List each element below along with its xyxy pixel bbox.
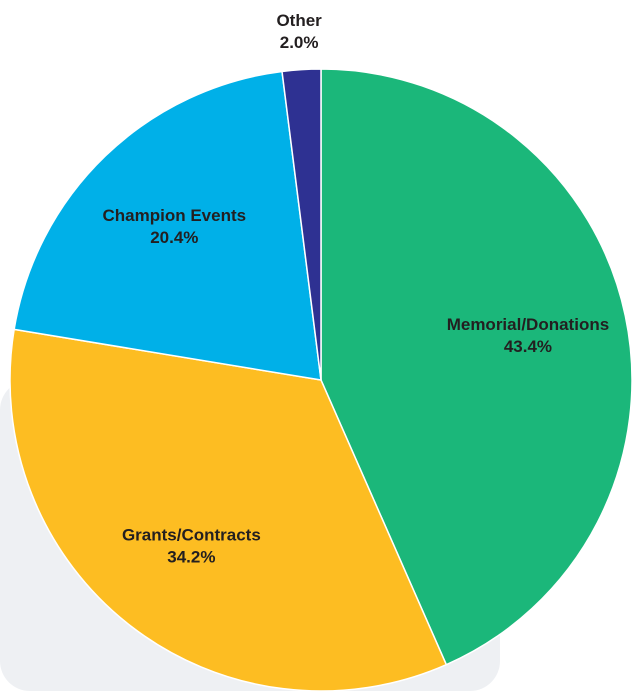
slice-value-label: 2.0% [280, 33, 319, 52]
slice-label: Grants/Contracts [122, 526, 261, 545]
pie-slice [281, 68, 322, 381]
pie-slice [320, 68, 632, 666]
slice-value-label: 43.4% [504, 337, 552, 356]
slice-label: Champion Events [103, 206, 247, 225]
slice-label: Other [276, 11, 322, 30]
slice-label: Memorial/Donations [447, 315, 609, 334]
pie-slice [9, 328, 448, 691]
slice-value-label: 20.4% [150, 228, 198, 247]
slice-value-label: 34.2% [167, 548, 215, 567]
pie-slice [13, 70, 322, 381]
